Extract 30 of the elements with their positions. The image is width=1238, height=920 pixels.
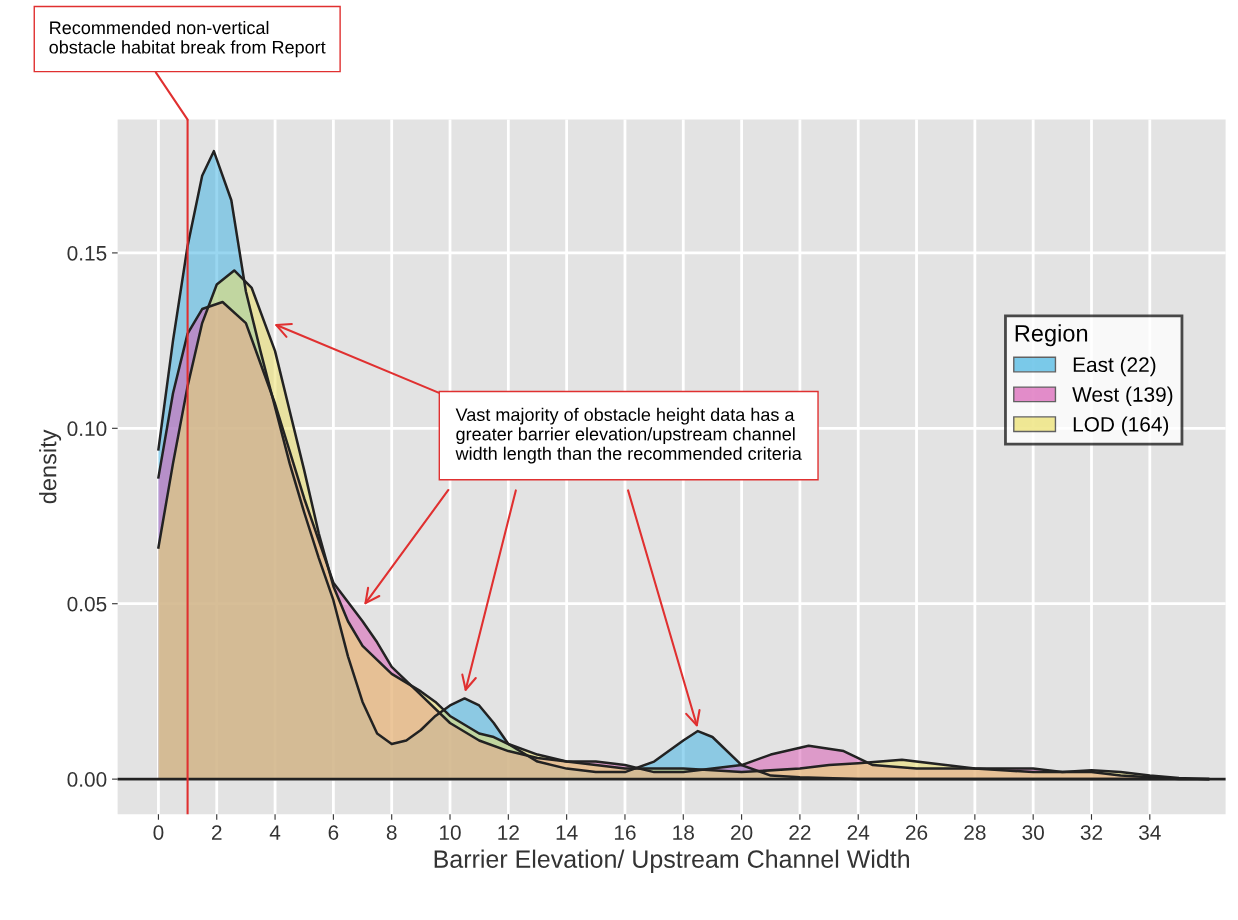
x-tick-label: 28 (964, 825, 986, 840)
x-tick-label: 20 (731, 825, 753, 840)
ref-line-label: Recommended non-vertical obstacle habitat break from Report (49, 20, 326, 58)
x-tick-label: 12 (498, 825, 519, 840)
x-tick-label: 24 (847, 825, 870, 840)
x-tick-label: 16 (614, 825, 636, 840)
x-tick-label: 22 (789, 825, 811, 840)
x-tick-label: 4 (269, 825, 281, 840)
x-tick-label: 0 (153, 825, 164, 840)
x-tick-label: 14 (556, 825, 578, 840)
x-tick-label: 10 (440, 825, 461, 840)
x-axis-title: Barrier Elevation/ Upstream Channel Width (434, 849, 909, 873)
y-tick-label: 0.10 (67, 421, 107, 437)
legend-label: LOD (164) (1073, 416, 1169, 436)
x-tick-label: 34 (1139, 825, 1161, 840)
legend-label: East (22) (1073, 356, 1156, 377)
x-tick-label: 30 (1022, 825, 1044, 840)
x-tick-label: 32 (1080, 825, 1103, 840)
annotation: Vast majority of obstacle height data has a greater barrier elevation/upstream channel width length than the recommended criteria (455, 407, 802, 464)
x-tick-label: 6 (328, 825, 339, 840)
x-tick-label: 2 (212, 825, 222, 840)
y-tick-label: 0.15 (67, 245, 107, 261)
x-tick-label: 26 (906, 825, 928, 840)
legend-title: Region (1015, 324, 1088, 347)
x-tick-label: 8 (386, 825, 397, 840)
y-tick-label: 0.00 (67, 772, 107, 787)
y-axis-title: density (39, 429, 62, 504)
y-tick-label: 0.05 (67, 596, 107, 612)
x-tick-label: 18 (673, 825, 694, 840)
legend-label: West (139) (1072, 386, 1173, 406)
